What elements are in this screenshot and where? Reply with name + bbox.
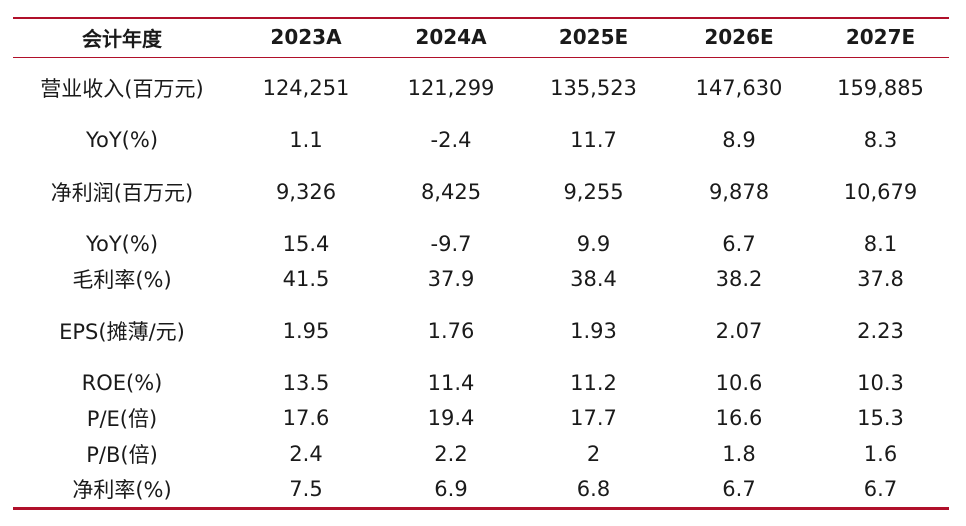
table-cell: 16.6 xyxy=(715,406,763,430)
table-row: 营业收入(百万元) 124,251 121,299 135,523 147,63… xyxy=(13,70,949,106)
top-rule xyxy=(13,17,949,19)
table-row: P/B(倍) 2.4 2.2 2 1.8 1.6 xyxy=(13,436,949,472)
table-cell: 37.8 xyxy=(857,267,904,291)
header-rule xyxy=(13,57,949,58)
table-cell: 8.3 xyxy=(863,128,898,152)
table-cell: 11.2 xyxy=(570,371,617,395)
table-cell: 1.8 xyxy=(722,442,756,466)
bottom-rule xyxy=(13,507,949,510)
table-row: 净利率(%) 7.5 6.9 6.8 6.7 6.7 xyxy=(13,471,949,507)
table-row: ROE(%) 13.5 11.4 11.2 10.6 10.3 xyxy=(13,365,949,401)
table-cell: 6.9 xyxy=(434,477,468,501)
table-cell: 124,251 xyxy=(262,76,350,100)
table-cell: 6.7 xyxy=(722,232,756,256)
table-cell: 1.95 xyxy=(282,319,330,343)
table-row: P/E(倍) 17.6 19.4 17.7 16.6 15.3 xyxy=(13,400,949,436)
header-cell: 会计年度 xyxy=(82,26,162,51)
row-label: YoY(%) xyxy=(85,128,159,152)
table-cell: 9,326 xyxy=(275,180,337,204)
table-row: 毛利率(%) 41.5 37.9 38.4 38.2 37.8 xyxy=(13,261,949,297)
row-label: ROE(%) xyxy=(81,371,163,395)
row-label: P/B(倍) xyxy=(86,443,158,467)
table-row: YoY(%) 15.4 -9.7 9.9 6.7 8.1 xyxy=(13,226,949,262)
table-cell: 38.4 xyxy=(570,267,617,291)
table-cell: 1.6 xyxy=(863,442,898,466)
table-cell: 15.4 xyxy=(282,232,330,256)
table-cell: 8.9 xyxy=(722,128,756,152)
row-label: 毛利率(%) xyxy=(72,268,172,292)
table-cell: 1.93 xyxy=(570,319,617,343)
table-cell: 11.7 xyxy=(570,128,617,152)
row-label: 营业收入(百万元) xyxy=(40,77,204,101)
table-cell: 2 xyxy=(586,442,601,466)
row-label: P/E(倍) xyxy=(86,407,158,431)
table-cell: 15.3 xyxy=(857,406,904,430)
header-cell: 2024A xyxy=(415,25,487,49)
table-cell: 1.1 xyxy=(289,128,323,152)
header-cell: 2027E xyxy=(845,25,916,49)
table-cell: 10,679 xyxy=(843,180,918,204)
header-cell: 2025E xyxy=(558,25,629,49)
table-cell: 1.76 xyxy=(427,319,475,343)
table-cell: 2.23 xyxy=(857,319,904,343)
table-cell: 2.4 xyxy=(289,442,323,466)
table-cell: 10.6 xyxy=(715,371,763,395)
row-label: EPS(摊薄/元) xyxy=(59,320,185,344)
table-cell: 13.5 xyxy=(282,371,330,395)
table-cell: 2.07 xyxy=(715,319,763,343)
table-cell: -9.7 xyxy=(430,232,472,256)
table-cell: 159,885 xyxy=(837,76,924,100)
table-cell: 41.5 xyxy=(282,267,330,291)
table-cell: 17.7 xyxy=(570,406,617,430)
table-cell: 10.3 xyxy=(857,371,904,395)
table-cell: 147,630 xyxy=(695,76,783,100)
table-row: EPS(摊薄/元) 1.95 1.76 1.93 2.07 2.23 xyxy=(13,313,949,349)
table-cell: 19.4 xyxy=(427,406,475,430)
row-label: 净利润(百万元) xyxy=(50,181,194,205)
table-cell: 6.7 xyxy=(863,477,898,501)
table-row: YoY(%) 1.1 -2.4 11.7 8.9 8.3 xyxy=(13,122,949,158)
table-cell: 37.9 xyxy=(427,267,475,291)
header-cell: 2026E xyxy=(704,25,774,49)
row-label: YoY(%) xyxy=(85,232,159,256)
table-header-row: 会计年度 2023A 2024A 2025E 2026E 2027E xyxy=(13,18,949,56)
table-cell: 11.4 xyxy=(427,371,475,395)
table-cell: 9.9 xyxy=(576,232,611,256)
header-cell: 2023A xyxy=(270,25,342,49)
table-cell: 6.8 xyxy=(576,477,611,501)
table-cell: 9,878 xyxy=(708,180,770,204)
table-cell: 2.2 xyxy=(434,442,468,466)
table-cell: 17.6 xyxy=(282,406,330,430)
table-cell: 135,523 xyxy=(550,76,637,100)
table-cell: 7.5 xyxy=(289,477,323,501)
table-cell: 38.2 xyxy=(715,267,763,291)
table-cell: 9,255 xyxy=(563,180,624,204)
row-label: 净利率(%) xyxy=(72,478,172,502)
table-cell: 8,425 xyxy=(420,180,482,204)
table-cell: 121,299 xyxy=(407,76,495,100)
table-cell: 8.1 xyxy=(863,232,898,256)
table-cell: -2.4 xyxy=(430,128,472,152)
table-cell: 6.7 xyxy=(722,477,756,501)
table-row: 净利润(百万元) 9,326 8,425 9,255 9,878 10,679 xyxy=(13,174,949,210)
